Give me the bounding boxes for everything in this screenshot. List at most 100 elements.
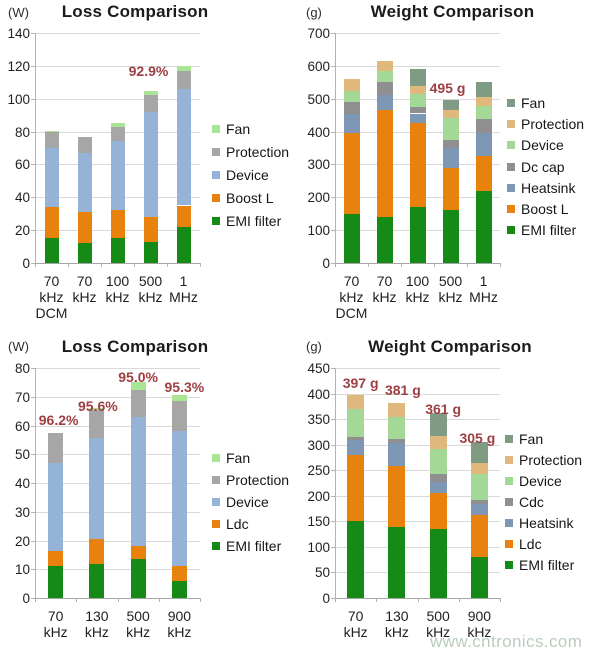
bar-segment-protection	[376, 60, 393, 71]
legend-item-device: Device	[505, 470, 582, 491]
y-axis-tick-label: 100	[7, 91, 30, 107]
legend-label: Fan	[519, 430, 544, 447]
bar-segment-fan	[89, 408, 105, 410]
chart-title: Weight Comparison	[368, 337, 532, 356]
y-axis-tick-label: 50	[14, 447, 30, 463]
legend-swatch-icon	[505, 455, 513, 464]
y-axis-tick-label: 50	[314, 565, 330, 581]
y-axis-tick-label: 450	[307, 361, 330, 376]
legend-item-fan: Fan	[212, 447, 289, 469]
y-axis-tick	[331, 419, 335, 421]
data-label-annotation: 361 g	[425, 401, 462, 418]
legend-label: Protection	[226, 143, 290, 160]
gridline	[335, 444, 500, 446]
legend-label: Protection	[519, 451, 583, 468]
gridline	[35, 33, 200, 34]
x-axis-tick	[417, 598, 419, 602]
bar-segment-emi-filter	[44, 238, 59, 263]
legend-item-fan: Fan	[212, 117, 289, 140]
y-axis-tick	[331, 572, 335, 574]
bar-segment-fan	[429, 413, 447, 437]
bar-segment-emi-filter	[470, 557, 488, 598]
legend-swatch-icon	[212, 193, 220, 202]
bar-segment-ldc	[89, 539, 105, 564]
x-axis-tick	[167, 263, 168, 267]
gridline	[35, 540, 200, 542]
x-axis-category-label: 100 kHz	[405, 273, 430, 305]
legend-item-device: Device	[212, 491, 289, 513]
bar-segment-device	[347, 408, 365, 437]
y-axis-tick-label: 400	[307, 386, 330, 402]
y-axis-tick-label: 30	[14, 504, 30, 520]
legend-item-boost-l: Boost L	[212, 186, 289, 209]
data-label-annotation: 95.3%	[164, 379, 205, 396]
bar-segment-device	[110, 141, 125, 211]
chart-panel-weight-bottom: (g) Weight Comparison 0 50 100 150 200 250 300…	[300, 330, 600, 658]
y-axis-tick	[31, 598, 35, 599]
y-axis-tick	[31, 511, 35, 513]
bar-segment-fan	[110, 123, 125, 127]
x-axis-category-label: 500 kHz	[138, 273, 163, 305]
x-axis-category-label: 900 kHz	[167, 608, 192, 640]
legend-item-dc-cap: Dc cap	[507, 156, 584, 177]
bar-segment-dc-cap	[409, 106, 426, 114]
bar-segment-device	[143, 111, 158, 217]
x-axis-category-label: 130 kHz	[84, 608, 109, 640]
bar-segment-heatsink	[429, 481, 447, 494]
bar-segment-protection	[409, 85, 426, 94]
bar-segment-cdc	[388, 439, 406, 444]
x-axis-tick	[335, 598, 336, 602]
y-axis-tick-label: 70	[14, 389, 30, 405]
y-axis-tick-label: 200	[307, 488, 330, 504]
x-axis-tick	[35, 598, 36, 602]
legend-swatch-icon	[212, 542, 220, 550]
legend-swatch-icon	[505, 497, 513, 506]
gridline	[335, 368, 500, 369]
gridline	[35, 483, 200, 484]
x-axis-category-label: 500 kHz	[426, 608, 451, 640]
y-axis-tick	[31, 368, 35, 369]
x-axis-tick	[200, 598, 201, 602]
bar-segment-fan	[442, 100, 459, 111]
bar-segment-heatsink	[442, 148, 459, 168]
bar-segment-boost-l	[409, 123, 426, 208]
legend-item-emi-filter: EMI filter	[507, 220, 584, 241]
gridline	[335, 521, 500, 523]
gridline	[335, 419, 500, 421]
legend-label: EMI filter	[521, 222, 577, 239]
bar-segment-emi-filter	[77, 243, 92, 263]
bar-segment-protection	[343, 79, 360, 91]
legend-item-fan: Fan	[507, 92, 584, 113]
bar-segment-protection	[388, 403, 406, 417]
legend-swatch-icon	[505, 476, 513, 485]
bar-segment-emi-filter	[343, 213, 360, 263]
bar-segment-boost-l	[343, 133, 360, 214]
chart-title: Weight Comparison	[370, 2, 535, 21]
bar-segment-device	[475, 106, 492, 120]
bar-segment-boost-l	[44, 207, 59, 239]
bar-segment-heatsink	[376, 95, 393, 111]
legend-item-protection: Protection	[505, 449, 582, 470]
plot-area: 0 100 200 300 400 500 600 700 70 kHz DCM 70 kHz 100 kH…	[300, 0, 600, 330]
x-axis-tick	[458, 598, 460, 602]
y-axis-tick	[331, 65, 335, 67]
bar-segment-protection	[89, 409, 105, 439]
gridline	[35, 454, 200, 456]
y-axis-tick-label: 0	[322, 591, 330, 606]
y-axis-tick	[31, 65, 35, 67]
chart-legend: Fan Protection Device Cdc Heatsink Ldc EMI fil…	[505, 428, 582, 575]
bar-segment-emi-filter	[176, 226, 191, 263]
bar-segment-boost-l	[176, 205, 191, 227]
x-axis-category-label: 70 kHz	[72, 273, 97, 305]
y-axis-tick-label: 500	[307, 91, 330, 107]
legend-swatch-icon	[505, 434, 513, 443]
bar-segment-fan	[470, 442, 488, 463]
legend-swatch-icon	[212, 476, 220, 484]
legend-swatch-icon	[505, 518, 513, 527]
y-axis-unit-label: (g)	[306, 5, 322, 20]
bar-segment-boost-l	[143, 217, 158, 242]
legend-swatch-icon	[507, 183, 515, 192]
bar-segment-emi-filter	[130, 559, 146, 598]
x-axis-tick	[500, 598, 501, 602]
bar-segment-emi-filter	[143, 241, 158, 263]
